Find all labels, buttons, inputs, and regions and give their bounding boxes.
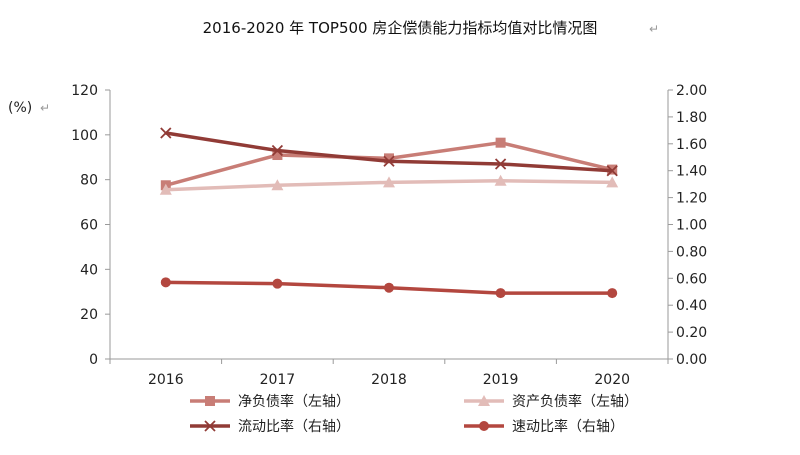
left-tick-label: 60 [80, 218, 98, 234]
return-mark: ↵ [649, 22, 659, 36]
series-4 [160, 277, 618, 299]
legend-item: 流动比率（右轴） [190, 418, 350, 435]
right-tick-label: 1.20 [676, 191, 707, 207]
x-tick-label: 2016 [148, 372, 184, 388]
x-tick-label: 2017 [260, 372, 296, 388]
left-tick-label: 80 [80, 173, 98, 189]
x-tick-label: 2020 [594, 372, 630, 388]
data-point [384, 153, 394, 164]
data-point [160, 127, 172, 139]
legend-item: 净负债率（左轴） [190, 393, 350, 410]
legend-marker [478, 395, 490, 406]
legend-marker [205, 396, 215, 406]
legend-label: 净负债率（左轴） [238, 393, 350, 410]
left-tick-label: 20 [80, 307, 98, 323]
data-point [606, 165, 618, 177]
data-point [271, 144, 284, 157]
legend-label: 速动比率（右轴） [512, 418, 624, 435]
legend-item: 资产负债率（左轴） [464, 393, 638, 410]
data-point [606, 176, 619, 188]
x-axis-ticks: 2016 2017 2018 2019 2020 [109, 359, 669, 388]
x-marker-stroke [606, 165, 618, 177]
series-2 [159, 174, 619, 195]
data-point [495, 288, 506, 299]
x-marker-stroke [494, 158, 507, 170]
x-tick-label: 2019 [483, 372, 519, 388]
data-point [160, 277, 171, 288]
legend-label: 流动比率（右轴） [238, 418, 350, 435]
x-marker-stroke [271, 144, 284, 157]
data-point [272, 278, 283, 289]
legend-marker [479, 421, 489, 431]
return-mark: ↵ [40, 101, 50, 115]
right-tick-label: 1.60 [676, 137, 707, 153]
left-tick-label: 120 [71, 83, 98, 99]
data-point [384, 282, 394, 293]
left-tick-label: 0 [89, 352, 98, 368]
left-axis-ticks: 0 20 40 60 80 100 120 [71, 83, 110, 368]
right-tick-label: 0.80 [676, 244, 707, 260]
series-layer [159, 127, 619, 299]
right-axis-ticks: 0.00 0.20 0.40 0.60 0.80 1.00 1.20 1.40 1.60 1.80… [668, 83, 707, 368]
data-point [494, 158, 507, 170]
x-tick-label: 2018 [371, 372, 407, 388]
right-tick-label: 0.00 [676, 352, 707, 368]
right-tick-label: 1.00 [676, 218, 707, 234]
right-tick-label: 2.00 [676, 83, 707, 99]
x-marker-stroke [383, 155, 395, 167]
legend-item: 速动比率（右轴） [464, 418, 624, 435]
data-point [607, 288, 618, 299]
data-point [383, 176, 395, 188]
data-point [494, 174, 507, 186]
series-3 [160, 127, 618, 177]
left-tick-label: 40 [80, 262, 98, 278]
legend: 净负债率（左轴） 资产负债率（左轴） 流动比率（右轴） 速动比率（右轴） [190, 393, 638, 435]
data-point [272, 150, 283, 161]
data-point [495, 137, 506, 148]
right-tick-label: 0.40 [676, 298, 707, 314]
data-point [159, 183, 172, 195]
chart-title: 2016-2020 年 TOP500 房企偿债能力指标均值对比情况图 [203, 19, 598, 37]
right-tick-label: 0.20 [676, 325, 707, 341]
right-tick-label: 1.80 [676, 110, 707, 126]
x-marker-stroke [204, 420, 216, 432]
legend-label: 资产负债率（左轴） [512, 393, 638, 410]
left-axis-unit: (%) [8, 100, 32, 116]
axes [109, 90, 669, 360]
legend-marker [204, 420, 216, 432]
x-marker-stroke [160, 127, 172, 139]
data-point [271, 179, 284, 191]
left-tick-label: 100 [71, 128, 98, 144]
right-tick-label: 0.60 [676, 271, 707, 287]
right-tick-label: 1.40 [676, 164, 707, 180]
data-point [383, 155, 395, 167]
